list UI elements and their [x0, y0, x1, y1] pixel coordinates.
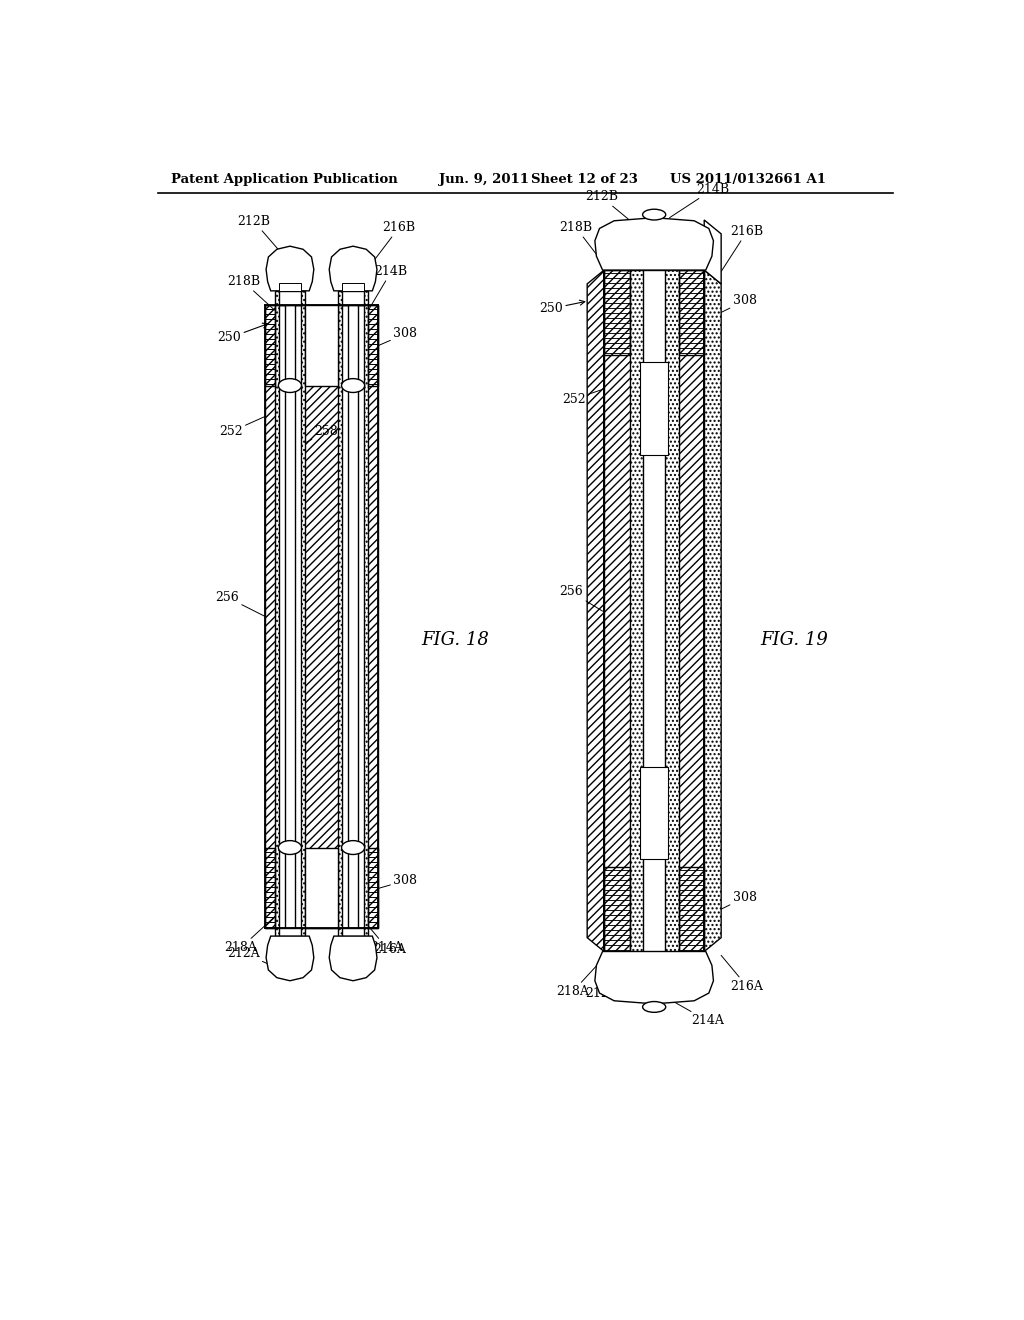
Text: Jun. 9, 2011: Jun. 9, 2011 — [438, 173, 528, 186]
Text: 212A: 212A — [585, 987, 639, 1001]
Polygon shape — [342, 290, 364, 305]
Polygon shape — [280, 305, 301, 928]
Text: 216B: 216B — [369, 222, 416, 268]
Polygon shape — [342, 284, 364, 290]
Ellipse shape — [279, 379, 301, 392]
Text: FIG. 19: FIG. 19 — [761, 631, 828, 648]
Text: 250: 250 — [217, 323, 267, 345]
Polygon shape — [266, 246, 313, 290]
Text: 212B: 212B — [238, 215, 286, 259]
Polygon shape — [705, 220, 721, 284]
Polygon shape — [587, 271, 604, 952]
Polygon shape — [604, 271, 705, 952]
Polygon shape — [280, 290, 301, 305]
Text: 308: 308 — [721, 294, 757, 313]
Text: 258: 258 — [297, 425, 338, 447]
Polygon shape — [640, 363, 668, 455]
Text: 250: 250 — [540, 300, 585, 315]
Polygon shape — [305, 305, 338, 385]
Polygon shape — [274, 928, 305, 936]
Polygon shape — [640, 767, 668, 859]
Text: 308: 308 — [379, 327, 417, 346]
Polygon shape — [342, 928, 364, 936]
Text: 308: 308 — [721, 891, 757, 909]
Text: FIG. 18: FIG. 18 — [422, 631, 489, 648]
Text: 252: 252 — [219, 416, 265, 438]
Text: 256: 256 — [559, 585, 602, 611]
Polygon shape — [595, 218, 714, 271]
Polygon shape — [705, 271, 721, 952]
Text: 218B: 218B — [559, 222, 602, 263]
Text: 216A: 216A — [369, 944, 406, 965]
Text: 214A: 214A — [364, 921, 402, 954]
Text: 214B: 214B — [364, 265, 408, 318]
Polygon shape — [265, 305, 378, 928]
Ellipse shape — [643, 1002, 666, 1012]
Polygon shape — [266, 936, 313, 981]
Text: 212B: 212B — [585, 190, 639, 227]
Polygon shape — [305, 847, 338, 928]
Text: 218A: 218A — [556, 960, 602, 998]
Text: 218A: 218A — [224, 917, 274, 954]
Polygon shape — [342, 305, 364, 928]
Text: 212A: 212A — [226, 946, 271, 965]
Text: 216A: 216A — [721, 956, 763, 993]
Text: 258: 258 — [634, 393, 673, 412]
Text: Sheet 12 of 23: Sheet 12 of 23 — [531, 173, 638, 186]
Text: 216B: 216B — [720, 224, 764, 275]
Polygon shape — [280, 284, 301, 290]
Polygon shape — [348, 305, 358, 928]
Ellipse shape — [279, 841, 301, 854]
Text: US 2011/0132661 A1: US 2011/0132661 A1 — [670, 173, 825, 186]
Polygon shape — [274, 290, 305, 305]
Polygon shape — [338, 290, 369, 305]
Polygon shape — [330, 246, 377, 290]
Text: 218B: 218B — [226, 275, 274, 310]
Text: 214B: 214B — [670, 182, 730, 218]
Polygon shape — [338, 928, 369, 936]
Ellipse shape — [342, 841, 365, 854]
Polygon shape — [630, 271, 679, 952]
Text: 308: 308 — [379, 874, 417, 888]
Text: 214A: 214A — [674, 1002, 724, 1027]
Polygon shape — [330, 936, 377, 981]
Polygon shape — [285, 305, 295, 928]
Text: Patent Application Publication: Patent Application Publication — [171, 173, 397, 186]
Ellipse shape — [342, 379, 365, 392]
Text: 256: 256 — [215, 591, 265, 616]
Polygon shape — [274, 305, 305, 928]
Polygon shape — [595, 952, 714, 1003]
Polygon shape — [643, 271, 665, 952]
Ellipse shape — [643, 209, 666, 220]
Polygon shape — [280, 928, 301, 936]
Polygon shape — [338, 305, 369, 928]
Text: 252: 252 — [562, 389, 602, 407]
